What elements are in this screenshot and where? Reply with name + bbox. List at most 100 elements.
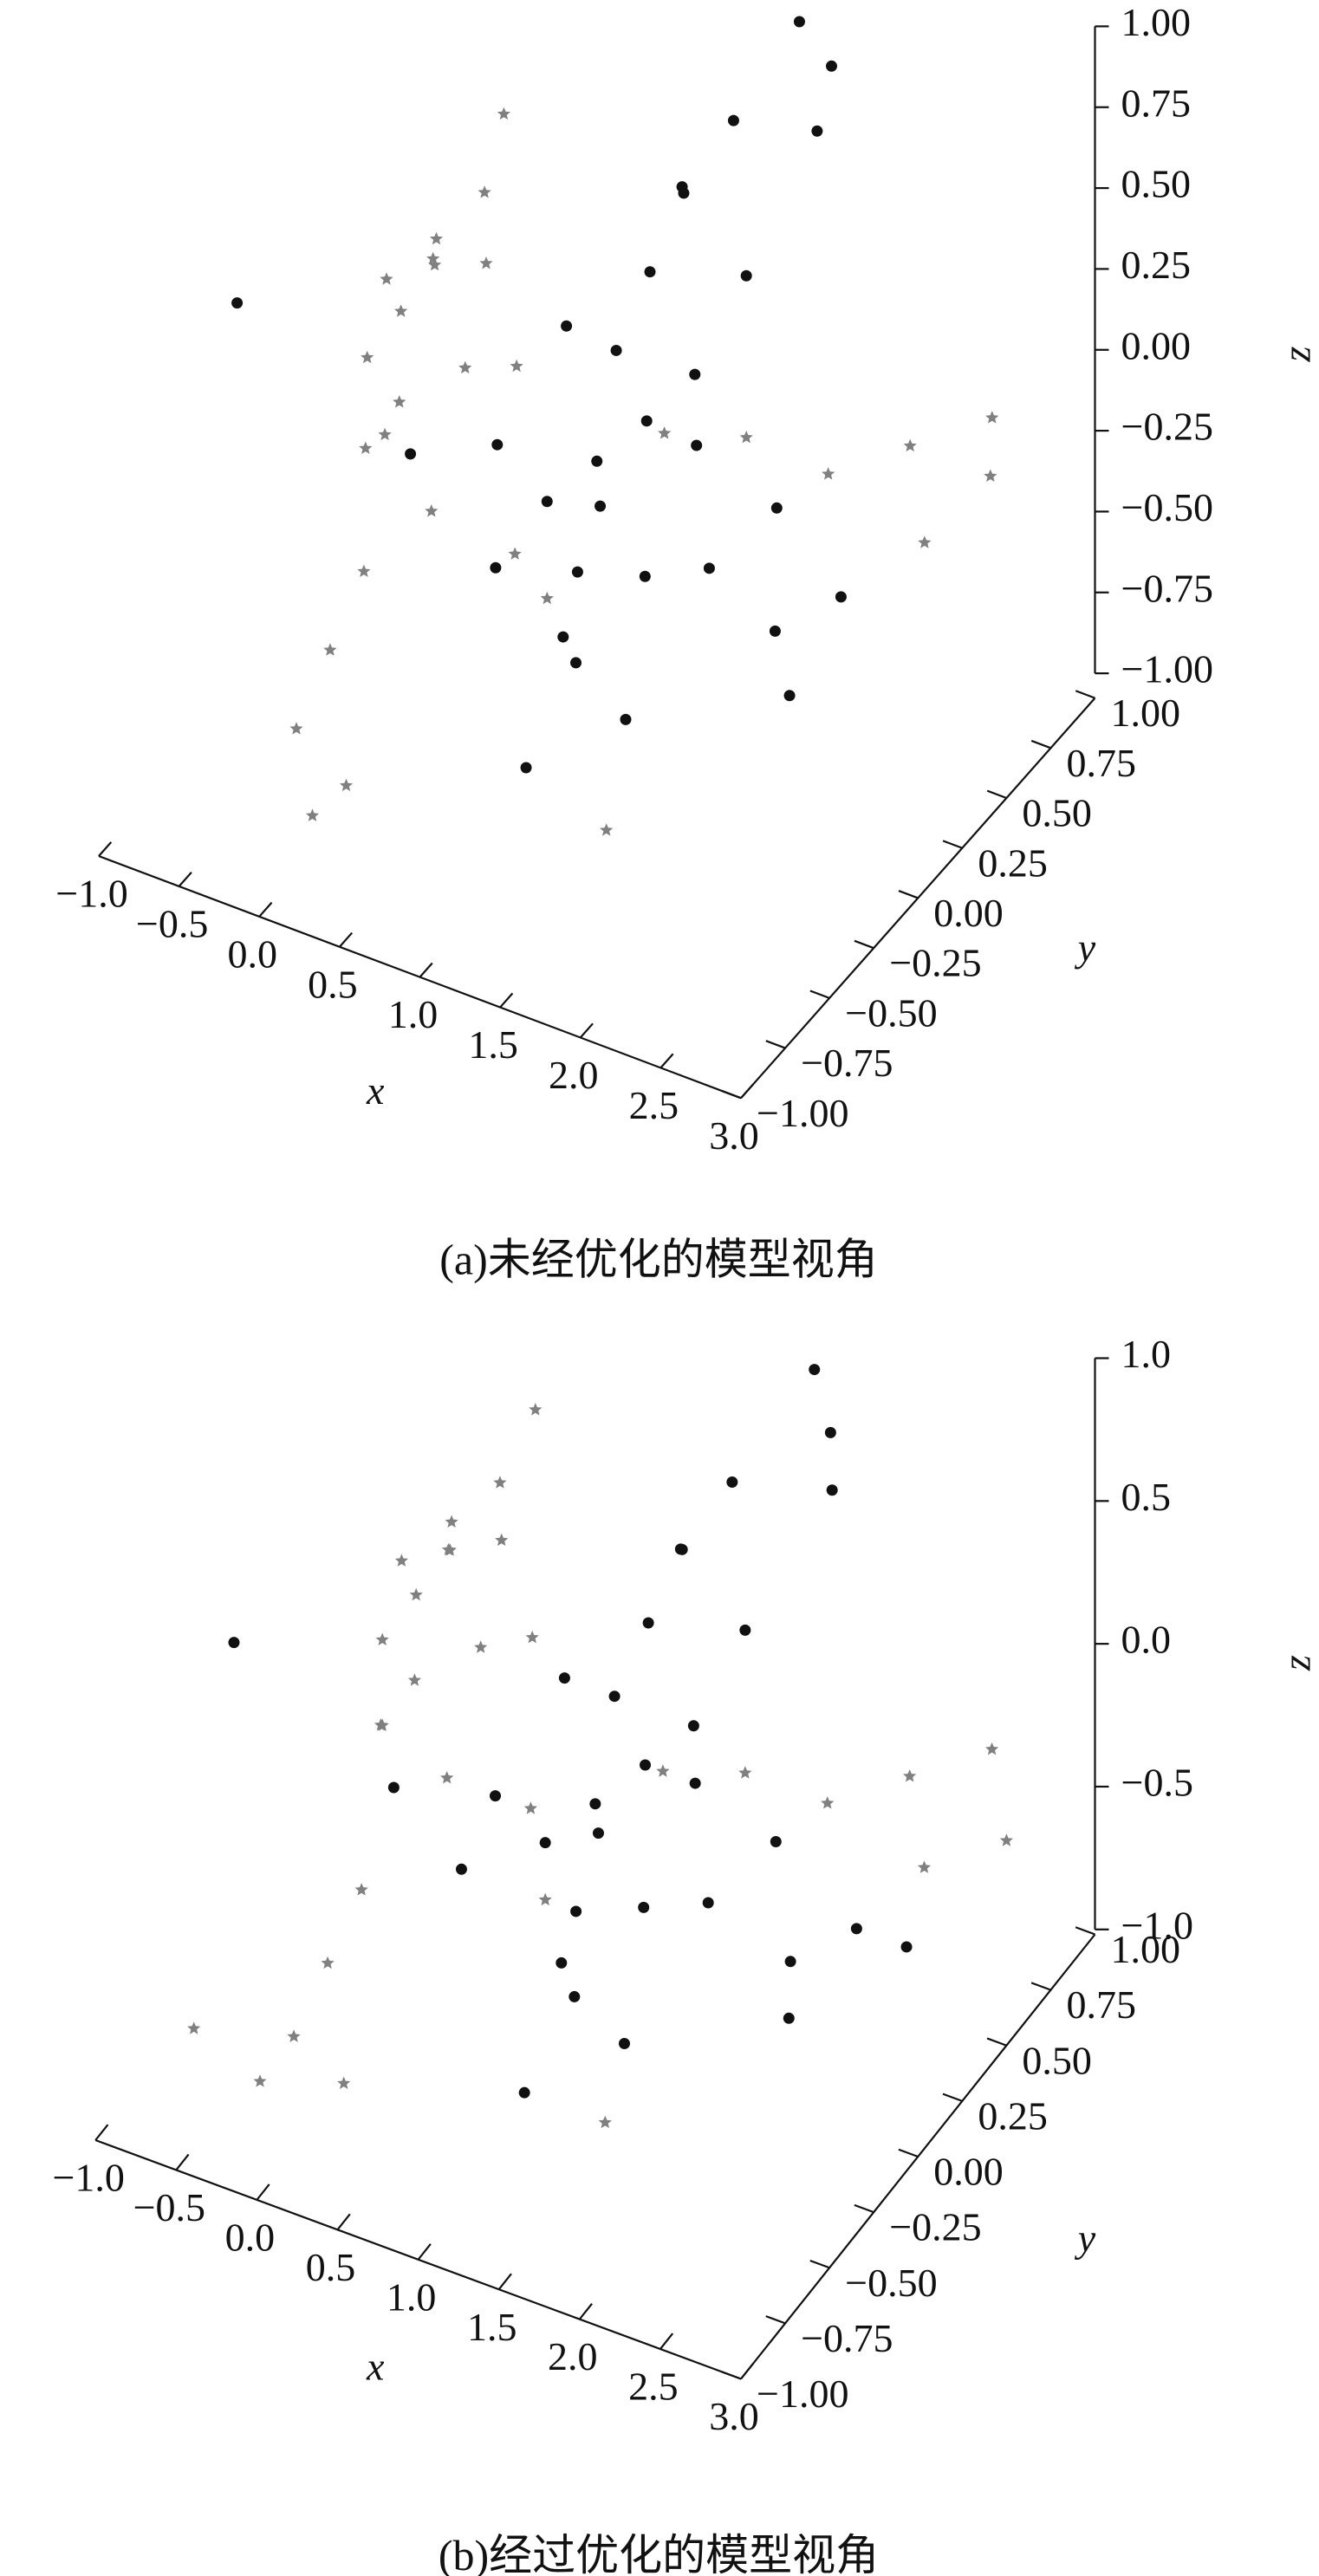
y-tick (898, 2148, 919, 2158)
x-tick (579, 1022, 594, 1039)
star-point (289, 722, 303, 735)
x-tick (419, 962, 433, 978)
star-point (508, 547, 522, 560)
z-tick-label: 0.75 (1121, 81, 1192, 125)
dot-point (689, 1777, 701, 1789)
star-point (426, 251, 440, 265)
z-tick-label: −0.50 (1121, 485, 1213, 529)
dot-point (642, 1617, 654, 1629)
dot-point (595, 500, 607, 512)
star-point (822, 467, 835, 480)
dot-point (231, 297, 244, 309)
star-point (999, 1833, 1013, 1846)
dot-point (640, 415, 653, 427)
x-tick-label: 1.0 (387, 2274, 437, 2319)
z-tick-label: −0.5 (1121, 1761, 1193, 1805)
x-tick-label: 0.0 (228, 931, 278, 976)
x-tick (499, 992, 514, 1009)
y-tick-label: −0.50 (845, 990, 937, 1035)
z-tick-label: −1.00 (1121, 647, 1213, 691)
star-point (540, 591, 554, 605)
x-tick-label: 1.5 (467, 2305, 517, 2349)
dot-point (900, 1941, 913, 1953)
y-axis-label: y (1075, 925, 1096, 970)
x-tick-label: 1.0 (388, 992, 439, 1036)
dot-point (703, 562, 715, 574)
y-tick-label: 0.00 (933, 891, 1004, 935)
caption: (b)经过优化的模型视角 (439, 2531, 879, 2576)
x-tick-label: 1.5 (468, 1022, 518, 1067)
x-tick (258, 901, 273, 918)
star-point (903, 1769, 917, 1782)
y-tick-label: 0.75 (1066, 741, 1136, 785)
dot-point (783, 690, 796, 702)
y-tick (1030, 739, 1051, 749)
y-tick (942, 2093, 963, 2102)
star-point (917, 1860, 932, 1873)
star-point (393, 395, 406, 408)
y-tick-label: −0.75 (801, 1041, 893, 1085)
y-tick (809, 990, 830, 999)
dot-point (558, 1672, 570, 1684)
star-point (497, 107, 510, 120)
x-tick (336, 2213, 351, 2230)
x-tick (740, 1083, 755, 1100)
star-point (428, 257, 442, 271)
star-point (739, 430, 753, 444)
y-tick (721, 2371, 742, 2380)
dot-point (556, 1956, 568, 1969)
y-tick (1075, 1926, 1095, 1936)
x-tick-label: −1.0 (55, 872, 127, 916)
x-tick-label: 0.5 (306, 2245, 356, 2289)
star-point (339, 778, 354, 792)
z-tick-label: 1.00 (1121, 0, 1192, 44)
z-tick-label: 1.0 (1121, 1332, 1172, 1376)
y-tick (854, 939, 874, 950)
x-tick (98, 841, 113, 857)
dot-point (539, 1837, 551, 1849)
z-axis-label: z (1275, 1655, 1319, 1671)
star-point (380, 272, 393, 285)
star-point (359, 441, 373, 454)
star-point (407, 1673, 421, 1686)
dot-point (520, 762, 532, 774)
dot-point (589, 1798, 601, 1810)
dot-point (618, 2037, 630, 2049)
dot-point (811, 125, 823, 137)
x-tick-label: 2.5 (628, 2365, 679, 2409)
star-point (918, 535, 932, 548)
star-point (305, 808, 320, 821)
dot-point (687, 1720, 699, 1732)
dot-point (809, 1364, 821, 1376)
star-point (253, 2074, 267, 2087)
star-point (985, 1742, 999, 1755)
x-tick-label: 2.5 (629, 1083, 679, 1127)
star-point (985, 411, 999, 424)
dot-point (591, 455, 603, 467)
x-tick-label: 2.0 (549, 1053, 599, 1097)
x-axis-label: x (366, 2345, 385, 2389)
dot-point (770, 1835, 782, 1847)
star-point (656, 1764, 670, 1777)
dot-point (644, 266, 656, 278)
star-point (287, 2029, 301, 2042)
dot-point (387, 1781, 400, 1794)
star-point (357, 564, 371, 577)
x-tick (578, 2302, 593, 2320)
y-tick-label: −0.25 (889, 2205, 981, 2249)
star-point (529, 1403, 543, 1416)
y-tick-label: −0.75 (801, 2316, 893, 2360)
dot-point (561, 320, 573, 332)
star-point (538, 1892, 552, 1906)
dot-point (518, 2086, 530, 2099)
dot-point (571, 566, 583, 578)
dot-point (826, 1484, 838, 1496)
y-tick-label: 0.25 (978, 840, 1048, 885)
y-tick-label: 0.50 (1022, 791, 1092, 835)
dot-point (676, 181, 688, 193)
x-tick-label: 0.5 (308, 962, 358, 1006)
dot-point (769, 625, 781, 637)
star-point (337, 2076, 351, 2089)
y-tick-label: 1.00 (1111, 691, 1181, 735)
dot-point (740, 269, 752, 282)
